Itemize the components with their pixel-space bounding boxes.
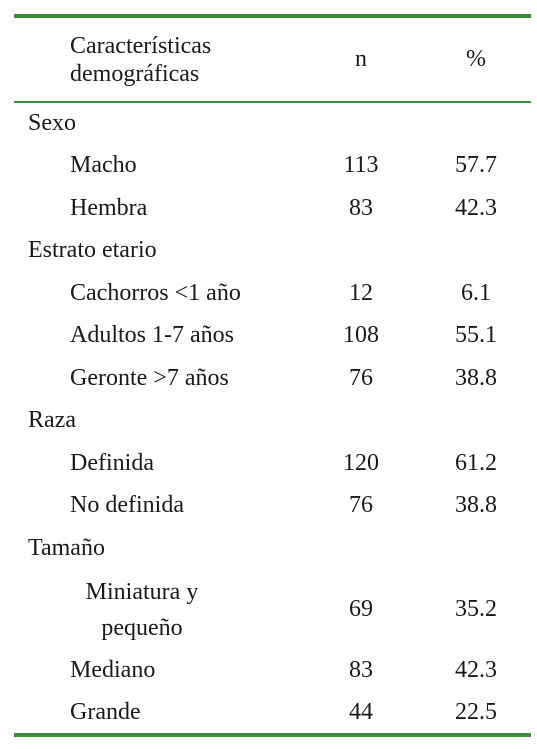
item-label: Geronte >7 años: [70, 364, 229, 391]
group-row: Estrato etario: [14, 230, 531, 273]
item-label: Adultos 1-7 años: [70, 322, 234, 349]
count-cell: 76: [349, 492, 373, 519]
count-cell: 83: [349, 194, 373, 221]
item-cell: Grande: [14, 692, 301, 735]
item-row: Adultos 1-7 años 108 55.1: [14, 315, 531, 358]
percent-cell: 42.3: [455, 657, 497, 684]
count-cell: 76: [349, 364, 373, 391]
item-row: Definida 120 61.2: [14, 442, 531, 485]
item-label: Macho: [70, 152, 137, 179]
item-cell: Hembra: [14, 187, 301, 230]
table-header: Características demográficas n %: [14, 16, 531, 102]
percent-cell: 38.8: [455, 492, 497, 519]
item-row: Macho 113 57.7: [14, 145, 531, 188]
header-cell: %: [466, 46, 486, 72]
item-label: Cachorros <1 año: [70, 279, 241, 306]
count-cell: 44: [349, 698, 373, 725]
item-row: Hembra 83 42.3: [14, 187, 531, 230]
item-cell: Miniatura y pequeño: [14, 570, 301, 650]
percent-cell: 57.7: [455, 152, 497, 179]
count-cell: 113: [343, 152, 379, 179]
group-label: Estrato etario: [28, 237, 157, 264]
item-row: Cachorros <1 año 12 6.1: [14, 272, 531, 315]
table-body: Sexo Macho 113 57.7 Hembra 83 42.3 Estrato etar…: [14, 102, 531, 735]
item-row: Geronte >7 años 76 38.8: [14, 357, 531, 400]
group-row: Raza: [14, 400, 531, 443]
percent-cell: 38.8: [455, 364, 497, 391]
item-cell: Cachorros <1 año: [14, 272, 301, 315]
count-cell: 83: [349, 657, 373, 684]
percent-cell: 35.2: [455, 596, 497, 622]
percent-cell: 55.1: [455, 322, 497, 349]
item-label: No definida: [70, 492, 184, 519]
group-row: Tamaño: [14, 527, 531, 570]
demographics-table: Características demográficas n % Sexo Mac…: [14, 14, 531, 737]
item-cell: Geronte >7 años: [14, 357, 301, 400]
item-label: Mediano: [70, 657, 156, 684]
count-cell: 108: [343, 322, 379, 349]
item-cell: Adultos 1-7 años: [14, 315, 301, 358]
group-label: Raza: [28, 407, 76, 434]
percent-cell: 22.5: [455, 698, 497, 725]
item-cell: Definida: [14, 442, 301, 485]
header-row: Características demográficas n %: [14, 16, 531, 102]
item-label: Miniatura y pequeño: [85, 578, 199, 641]
percent-cell: 61.2: [455, 449, 497, 476]
count-cell: 120: [343, 449, 379, 476]
item-label: Definida: [70, 449, 154, 476]
percent-cell: 42.3: [455, 194, 497, 221]
item-label: Grande: [70, 698, 141, 725]
percent-cell: 6.1: [461, 279, 491, 306]
count-cell: 12: [349, 279, 373, 306]
item-label: Hembra: [70, 194, 148, 221]
header-cell: Características demográficas: [14, 16, 301, 102]
item-row: No definida 76 38.8: [14, 485, 531, 528]
item-cell: Mediano: [14, 650, 301, 693]
count-cell: 69: [349, 596, 373, 622]
item-cell: No definida: [14, 485, 301, 528]
item-row: Grande 44 22.5: [14, 692, 531, 735]
item-cell: Macho: [14, 145, 301, 188]
item-row: Mediano 83 42.3: [14, 650, 531, 693]
header-text: Características demográficas: [70, 32, 212, 87]
item-row: Miniatura y pequeño 69 35.2: [14, 570, 531, 650]
group-label: Tamaño: [28, 534, 105, 561]
group-row: Sexo: [14, 102, 531, 145]
header-cell: n: [355, 46, 367, 72]
group-label: Sexo: [28, 110, 76, 137]
